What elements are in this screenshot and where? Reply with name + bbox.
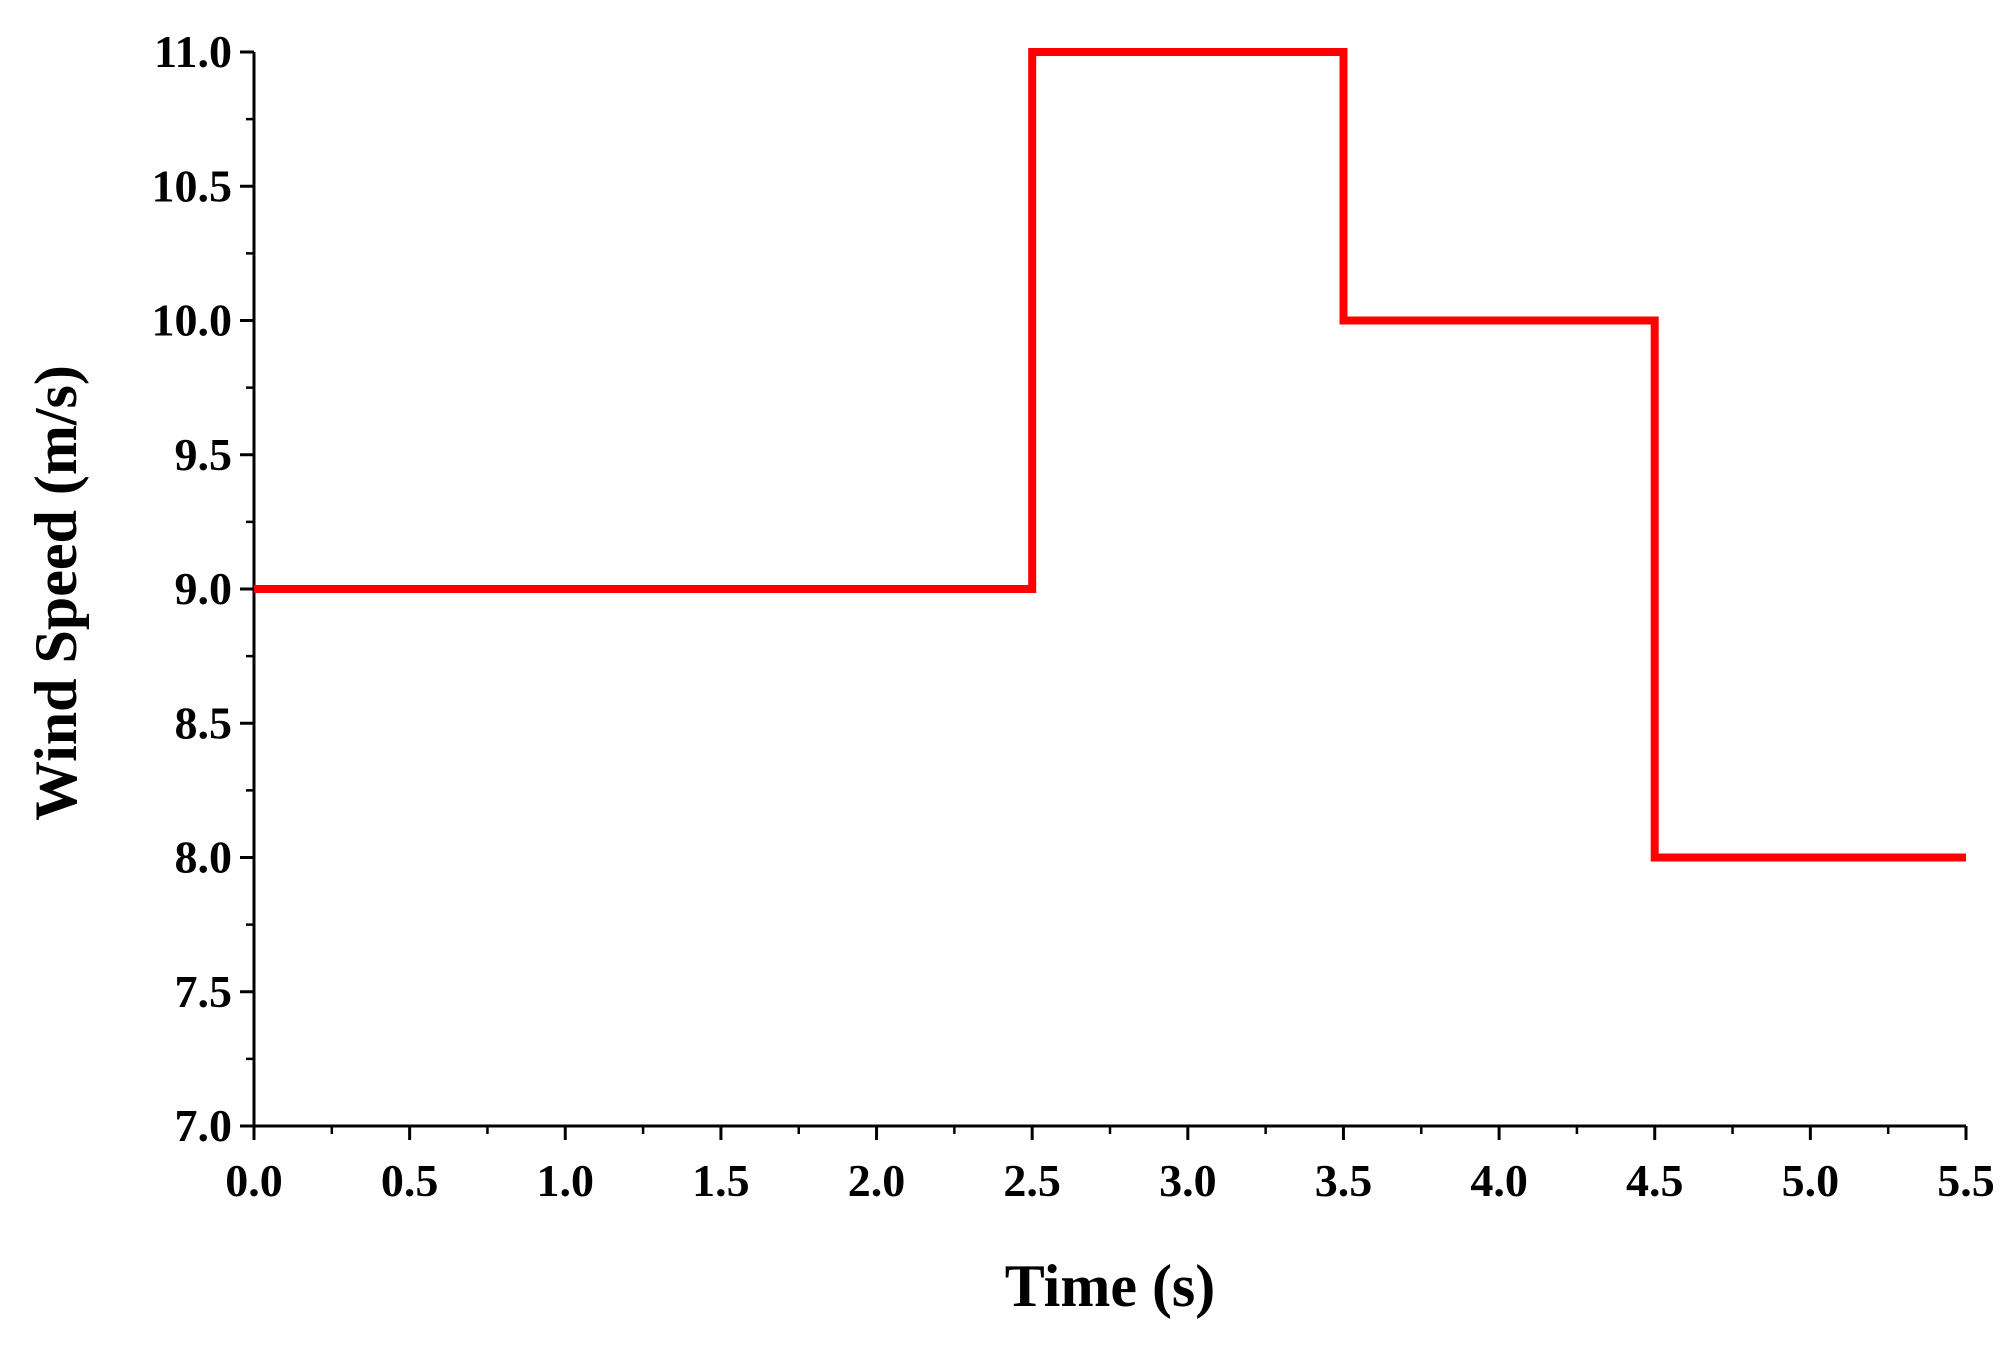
wind-speed-series-line [254, 48, 1966, 862]
y-tick-label: 7.0 [175, 1100, 233, 1151]
x-axis-title: Time (s) [1005, 1253, 1216, 1319]
y-tick-label: 10.5 [152, 160, 233, 211]
y-tick-label: 7.5 [175, 966, 233, 1017]
x-tick-label: 4.5 [1626, 1155, 1684, 1206]
x-tick-label: 1.5 [692, 1155, 750, 1206]
x-tick-label: 0.0 [225, 1155, 283, 1206]
y-tick-label: 9.0 [175, 563, 233, 614]
x-tick-label: 4.0 [1470, 1155, 1528, 1206]
y-axis-title: Wind Speed (m/s) [23, 365, 89, 821]
x-tick-label: 2.0 [848, 1155, 906, 1206]
x-tick-label: 3.5 [1315, 1155, 1373, 1206]
y-tick-label: 10.0 [152, 295, 233, 346]
x-tick-label: 1.0 [537, 1155, 595, 1206]
y-tick-label: 9.5 [175, 429, 233, 480]
series-layer [254, 48, 1966, 862]
x-tick-label: 0.5 [381, 1155, 439, 1206]
y-tick-label: 8.5 [175, 697, 233, 748]
y-axis-ticks: 7.0 7.5 8.0 8.5 9.0 9.5 10.0 10.5 11.0 [152, 26, 254, 1151]
x-tick-label: 5.5 [1937, 1155, 1995, 1206]
x-tick-label: 2.5 [1003, 1155, 1061, 1206]
x-axis-ticks: 0.0 0.5 1.0 1.5 2.0 2.5 3.0 3.5 4.0 4.5 5.0 5.5 [225, 1126, 1995, 1206]
y-tick-label: 8.0 [175, 832, 233, 883]
x-tick-label: 5.0 [1782, 1155, 1840, 1206]
y-tick-label: 11.0 [154, 26, 232, 77]
x-tick-label: 3.0 [1159, 1155, 1217, 1206]
